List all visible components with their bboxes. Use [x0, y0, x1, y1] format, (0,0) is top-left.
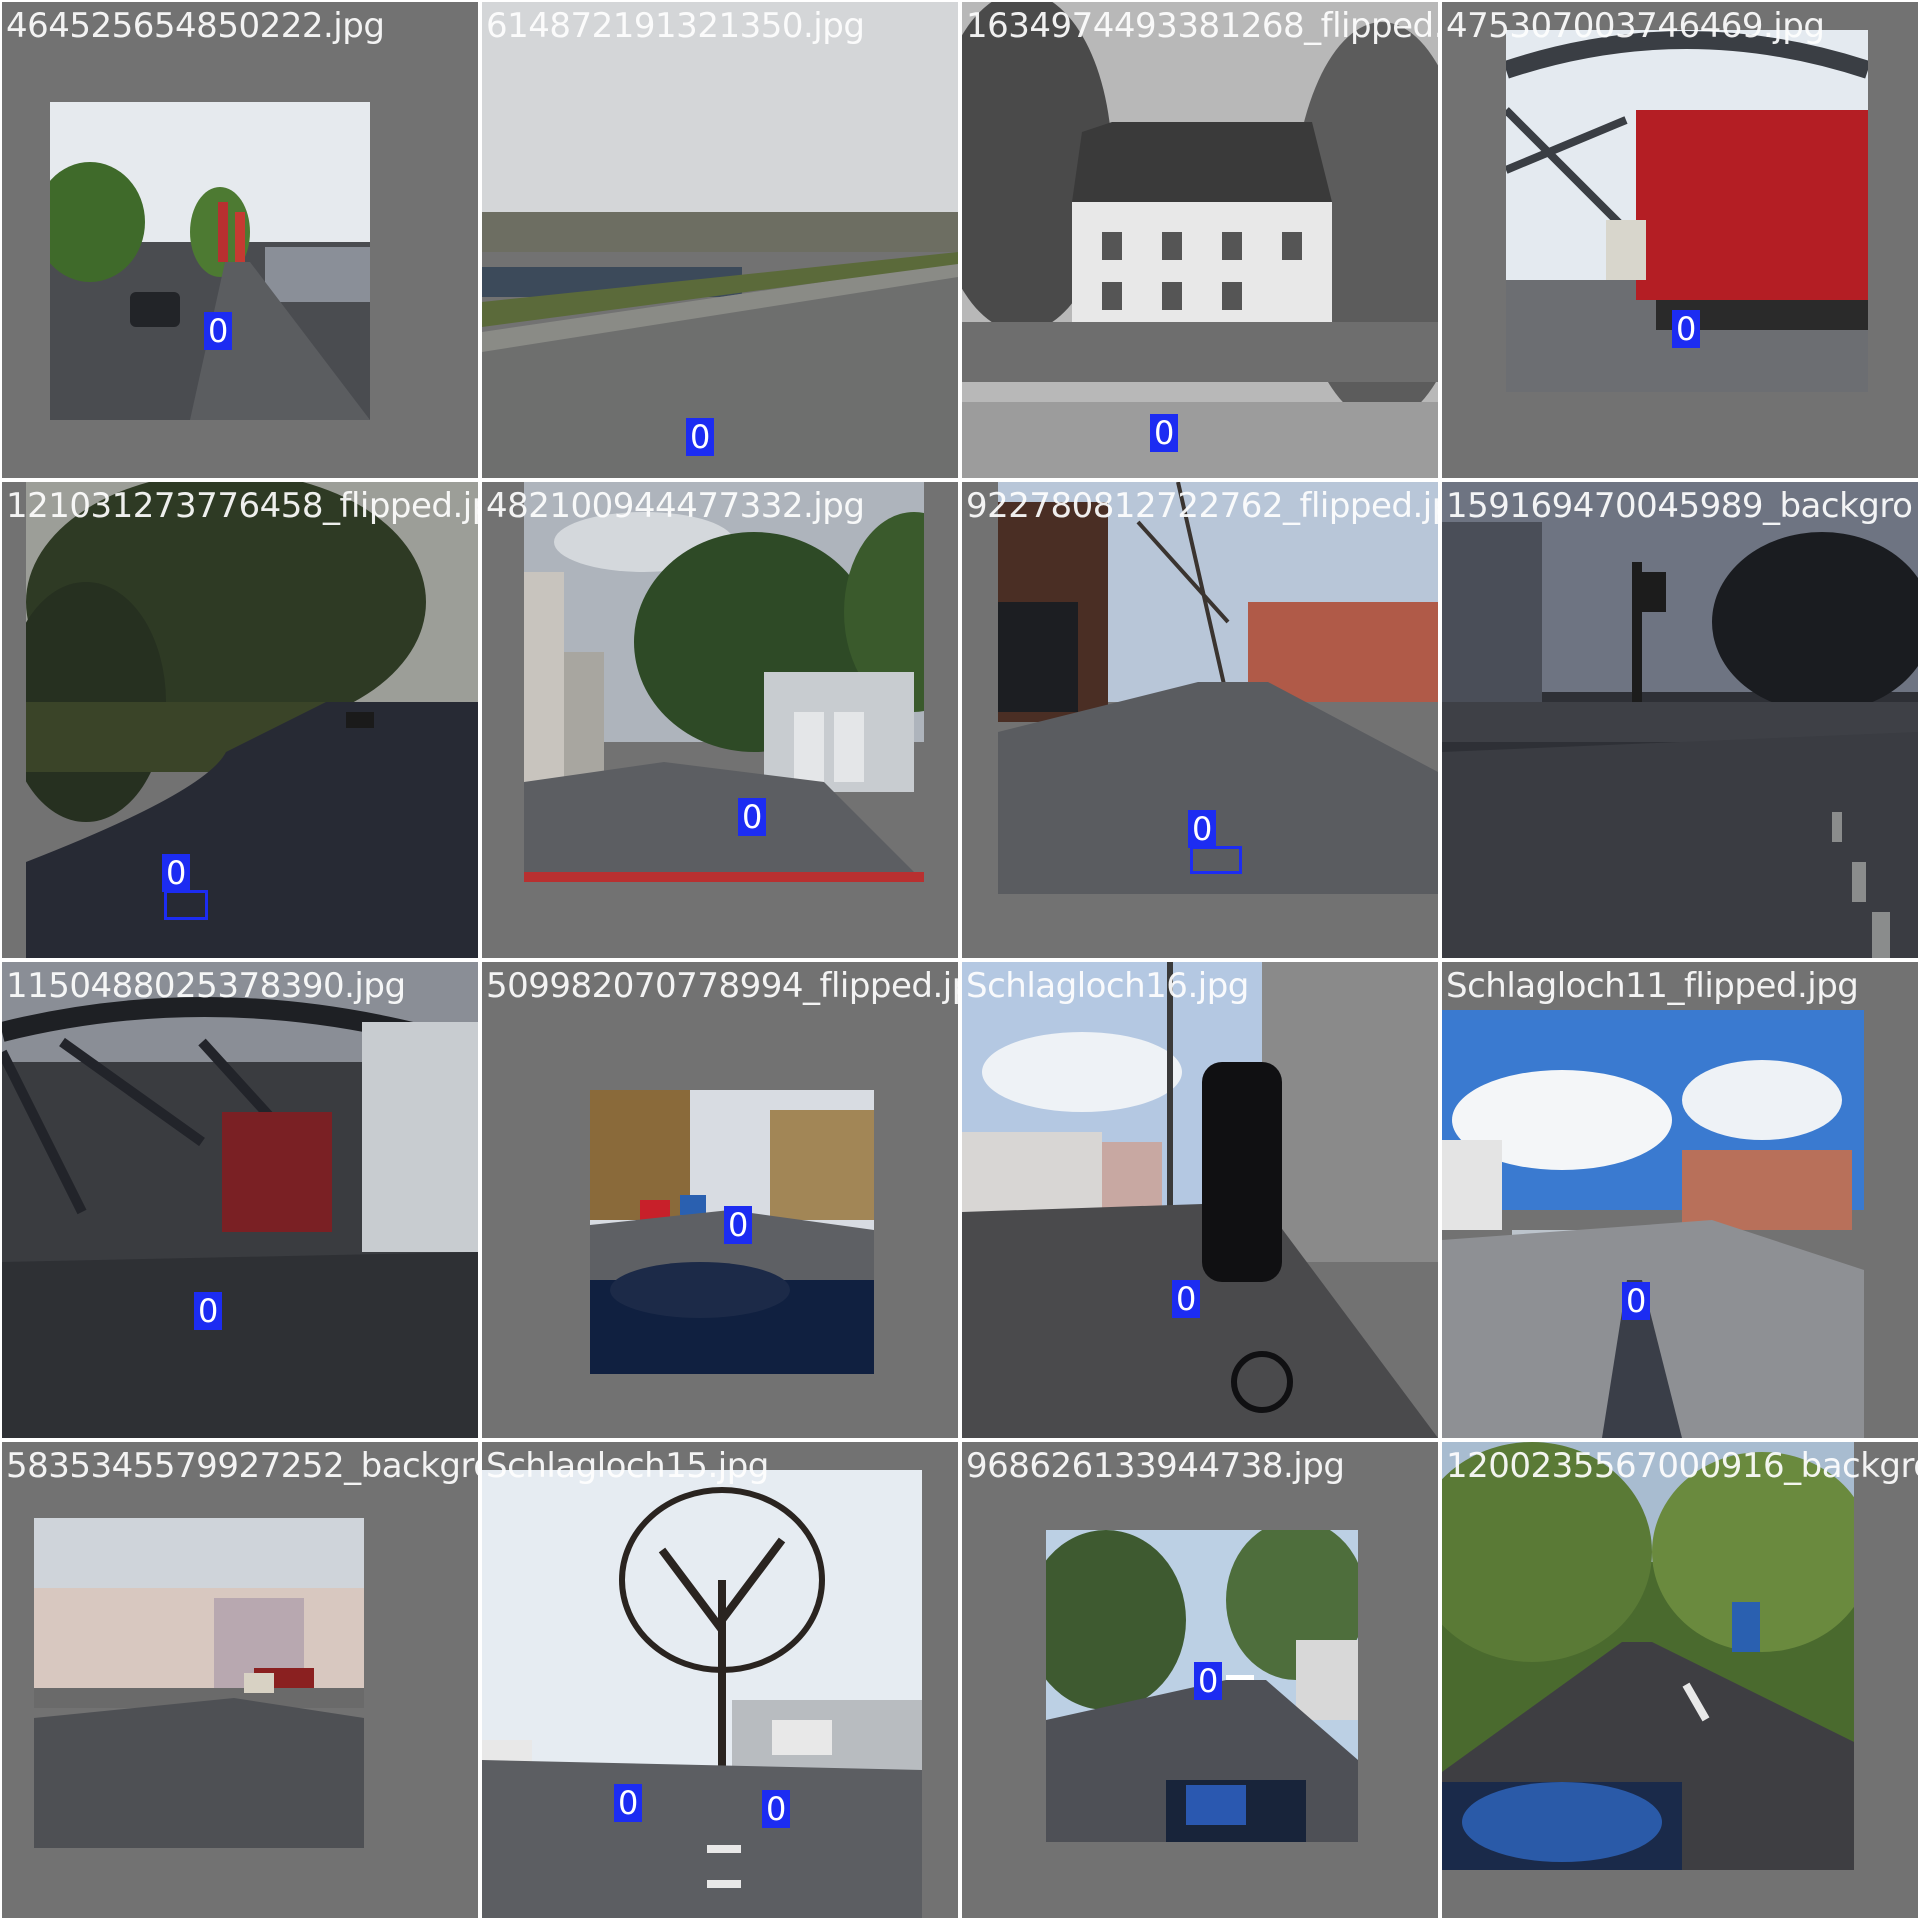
tile-filename: 1634974493381268_flipped.jpg	[966, 6, 1438, 46]
tile-2: 614872191321350.jpg 0	[482, 2, 958, 478]
tile-photo	[1442, 1010, 1864, 1438]
tile-4: 475307003746469.jpg 0	[1442, 2, 1918, 478]
class-label: 0	[1188, 810, 1217, 848]
tile-photo	[1506, 30, 1868, 392]
tile-filename: 464525654850222.jpg	[6, 6, 385, 46]
tile-filename: 121031273776458_flipped.jpg	[6, 486, 478, 526]
tile-6: 482100944477332.jpg 0	[482, 482, 958, 958]
tile-filename: 5835345579927252_backgro	[6, 1446, 478, 1486]
tile-5: 121031273776458_flipped.jpg 0	[2, 482, 478, 958]
class-label: 0	[1622, 1282, 1651, 1320]
class-label: 0	[162, 854, 191, 892]
tile-3: 1634974493381268_flipped.jpg 0	[962, 2, 1438, 478]
class-label: 0	[1672, 310, 1701, 348]
detection-box	[1190, 846, 1242, 874]
class-label: 0	[686, 418, 715, 456]
tile-photo	[1046, 1530, 1358, 1842]
tile-15: 968626133944738.jpg 0	[962, 1442, 1438, 1918]
tile-filename: 475307003746469.jpg	[1446, 6, 1825, 46]
tile-10: 509982070778994_flipped.jpg 0	[482, 962, 958, 1438]
tile-filename: 509982070778994_flipped.jpg	[486, 966, 958, 1006]
tile-9: 1150488025378390.jpg 0	[2, 962, 478, 1438]
tile-12: Schlagloch11_flipped.jpg 0	[1442, 962, 1918, 1438]
tile-photo	[524, 482, 924, 882]
class-label: 0	[724, 1206, 753, 1244]
tile-photo	[962, 2, 1438, 478]
tile-photo	[1442, 1442, 1854, 1870]
tile-photo	[590, 1090, 874, 1374]
tile-filename: Schlagloch15.jpg	[486, 1446, 769, 1486]
class-label: 0	[1172, 1280, 1201, 1318]
tile-7: 922780812722762_flipped.jpg 0	[962, 482, 1438, 958]
tile-photo	[50, 102, 370, 420]
tile-photo	[962, 962, 1438, 1438]
tile-filename: 159169470045989_backgro	[1446, 486, 1913, 526]
tile-filename: 1150488025378390.jpg	[6, 966, 406, 1006]
tile-1: 464525654850222.jpg 0	[2, 2, 478, 478]
tile-photo	[2, 962, 478, 1438]
class-label: 0	[194, 1292, 223, 1330]
tile-photo	[34, 1518, 364, 1848]
tile-filename: 922780812722762_flipped.jpg	[966, 486, 1438, 526]
tile-photo	[26, 482, 478, 958]
class-label: 0	[1150, 414, 1179, 452]
tile-14: Schlagloch15.jpg 0 0	[482, 1442, 958, 1918]
tile-filename: Schlagloch11_flipped.jpg	[1446, 966, 1859, 1006]
class-label: 0	[738, 798, 767, 836]
tile-photo	[482, 1470, 922, 1918]
tile-filename: 614872191321350.jpg	[486, 6, 865, 46]
class-label: 0	[1194, 1662, 1223, 1700]
tile-8: 159169470045989_backgro	[1442, 482, 1918, 958]
tile-13: 5835345579927252_backgro	[2, 1442, 478, 1918]
class-label: 0	[614, 1784, 643, 1822]
class-label: 0	[762, 1790, 791, 1828]
detection-box	[164, 890, 208, 920]
tile-photo	[482, 2, 958, 478]
tile-filename: Schlagloch16.jpg	[966, 966, 1249, 1006]
tile-filename: 968626133944738.jpg	[966, 1446, 1345, 1486]
tile-photo	[1442, 482, 1918, 958]
tile-filename: 1200235567000916_backgro	[1446, 1446, 1918, 1486]
tile-11: Schlagloch16.jpg 0	[962, 962, 1438, 1438]
tile-16: 1200235567000916_backgro	[1442, 1442, 1918, 1918]
class-label: 0	[204, 312, 233, 350]
tile-filename: 482100944477332.jpg	[486, 486, 865, 526]
tile-photo	[998, 482, 1438, 894]
